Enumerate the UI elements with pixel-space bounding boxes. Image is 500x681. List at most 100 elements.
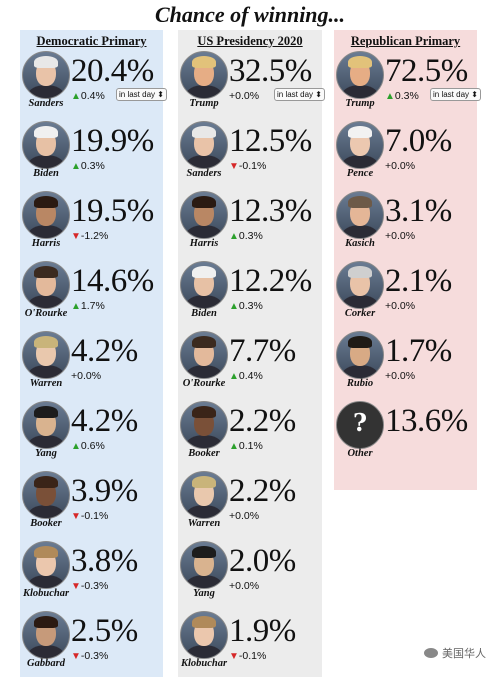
change-value: -0.3% bbox=[80, 580, 109, 592]
change-value: 0.3% bbox=[238, 230, 263, 242]
candidate-entry: Warren 4.2% +0.0% bbox=[20, 331, 163, 401]
triangle-up-icon: ▲ bbox=[385, 91, 395, 102]
change-value: -0.1% bbox=[238, 650, 267, 662]
candidate-entry: Booker 2.2% ▲0.1% bbox=[178, 401, 322, 471]
triangle-down-icon: ▼ bbox=[71, 231, 81, 242]
candidate-entry: Sanders 12.5% ▼-0.1% bbox=[178, 121, 322, 191]
win-probability: 20.4% bbox=[71, 53, 154, 89]
change-value: 0.4% bbox=[80, 90, 105, 102]
win-probability: 12.5% bbox=[229, 123, 312, 159]
candidate-name: Trump bbox=[345, 98, 375, 109]
candidate-name: Pence bbox=[346, 168, 374, 179]
change-value: +0.0% bbox=[229, 580, 260, 592]
column-heading[interactable]: Republican Primary bbox=[350, 34, 461, 48]
change-value: 0.6% bbox=[80, 440, 105, 452]
change-value: 0.1% bbox=[238, 440, 263, 452]
candidate-name: Yang bbox=[193, 588, 215, 599]
change-value: -0.3% bbox=[80, 650, 109, 662]
candidate-avatar bbox=[180, 331, 228, 379]
candidate-avatar bbox=[180, 261, 228, 309]
time-range-select[interactable]: in last day ⬍ bbox=[430, 88, 481, 101]
question-mark-icon: ? bbox=[352, 408, 368, 437]
change-value: +0.0% bbox=[385, 300, 416, 312]
candidate-entry: Pence 7.0% +0.0% bbox=[334, 121, 477, 191]
candidate-entry: Harris 19.5% ▼-1.2% bbox=[20, 191, 163, 261]
change-indicator: +0.0% bbox=[71, 370, 101, 382]
change-indicator: ▼-0.1% bbox=[71, 510, 108, 522]
candidate-avatar bbox=[22, 191, 70, 239]
candidate-avatar bbox=[180, 51, 228, 99]
column-heading[interactable]: Democratic Primary bbox=[36, 34, 147, 48]
change-value: 0.4% bbox=[238, 370, 263, 382]
win-probability: 2.2% bbox=[229, 473, 296, 509]
win-probability: 1.9% bbox=[229, 613, 296, 649]
candidate-name: Booker bbox=[188, 448, 220, 459]
change-indicator: +0.0% bbox=[229, 510, 259, 522]
candidate-entry: Trump 32.5% +0.0% in last day ⬍ bbox=[178, 51, 325, 121]
change-indicator: ▲0.1% bbox=[229, 440, 263, 452]
candidate-entry: Yang 2.0% +0.0% bbox=[178, 541, 322, 611]
candidate-name: Klobuchar bbox=[180, 658, 228, 669]
win-probability: 2.2% bbox=[229, 403, 296, 439]
change-value: +0.0% bbox=[385, 230, 416, 242]
candidate-name: Sanders bbox=[186, 168, 222, 179]
column-heading[interactable]: US Presidency 2020 bbox=[197, 34, 303, 48]
time-range-select[interactable]: in last day ⬍ bbox=[274, 88, 325, 101]
candidate-entry: Kasich 3.1% +0.0% bbox=[334, 191, 477, 261]
candidate-name: Harris bbox=[31, 238, 61, 249]
win-probability: 2.1% bbox=[385, 263, 452, 299]
candidate-entry: ? Other 13.6% bbox=[334, 401, 477, 471]
change-value: +0.0% bbox=[229, 510, 260, 522]
win-probability: 19.9% bbox=[71, 123, 154, 159]
win-probability: 4.2% bbox=[71, 403, 138, 439]
change-indicator: +0.0% bbox=[385, 370, 415, 382]
win-probability: 72.5% bbox=[385, 53, 468, 89]
candidate-avatar bbox=[180, 401, 228, 449]
candidate-entry: Yang 4.2% ▲0.6% bbox=[20, 401, 163, 471]
change-indicator: ▲0.3% bbox=[229, 230, 263, 242]
candidate-name: Trump bbox=[189, 98, 219, 109]
candidate-entry: Corker 2.1% +0.0% bbox=[334, 261, 477, 331]
change-indicator: ▼-0.1% bbox=[229, 650, 266, 662]
change-indicator: ▼-0.3% bbox=[71, 650, 108, 662]
win-probability: 2.5% bbox=[71, 613, 138, 649]
candidate-name: Corker bbox=[344, 308, 376, 319]
change-value: +0.0% bbox=[385, 370, 416, 382]
candidate-name: Booker bbox=[30, 518, 62, 529]
candidate-avatar bbox=[22, 611, 70, 659]
triangle-up-icon: ▲ bbox=[229, 301, 239, 312]
candidate-entry: O'Rourke 14.6% ▲1.7% bbox=[20, 261, 163, 331]
change-indicator: ▲0.3% bbox=[385, 90, 419, 102]
candidate-avatar bbox=[180, 541, 228, 589]
change-value: +0.0% bbox=[385, 160, 416, 172]
win-probability: 13.6% bbox=[385, 403, 468, 439]
change-indicator: ▲0.4% bbox=[229, 370, 263, 382]
triangle-down-icon: ▼ bbox=[229, 651, 239, 662]
triangle-up-icon: ▲ bbox=[229, 441, 239, 452]
candidate-entry: Klobuchar 1.9% ▼-0.1% bbox=[178, 611, 322, 681]
candidate-avatar: ? bbox=[336, 401, 384, 449]
win-probability: 12.3% bbox=[229, 193, 312, 229]
win-probability: 3.8% bbox=[71, 543, 138, 579]
win-probability: 14.6% bbox=[71, 263, 154, 299]
win-probability: 12.2% bbox=[229, 263, 312, 299]
change-indicator: ▲0.6% bbox=[71, 440, 105, 452]
candidate-avatar bbox=[180, 611, 228, 659]
candidate-entry: Biden 19.9% ▲0.3% bbox=[20, 121, 163, 191]
candidate-name: Biden bbox=[191, 308, 217, 319]
us-presidency-column: US Presidency 2020 Trump 32.5% +0.0% in las… bbox=[178, 30, 325, 677]
candidate-name: Warren bbox=[187, 518, 221, 529]
triangle-down-icon: ▼ bbox=[71, 511, 81, 522]
candidate-name: O'Rourke bbox=[24, 308, 68, 319]
time-range-select[interactable]: in last day ⬍ bbox=[116, 88, 167, 101]
win-probability: 4.2% bbox=[71, 333, 138, 369]
win-probability: 7.7% bbox=[229, 333, 296, 369]
change-indicator: +0.0% bbox=[385, 230, 415, 242]
candidate-avatar bbox=[336, 121, 384, 169]
republican-primary-column: Republican Primary Trump 72.5% ▲0.3% in las… bbox=[334, 30, 481, 490]
triangle-down-icon: ▼ bbox=[71, 581, 81, 592]
page-title: Chance of winning... bbox=[154, 2, 346, 27]
candidate-entry: Klobuchar 3.8% ▼-0.3% bbox=[20, 541, 163, 611]
candidate-name: Gabbard bbox=[27, 658, 65, 669]
win-probability: 3.1% bbox=[385, 193, 452, 229]
